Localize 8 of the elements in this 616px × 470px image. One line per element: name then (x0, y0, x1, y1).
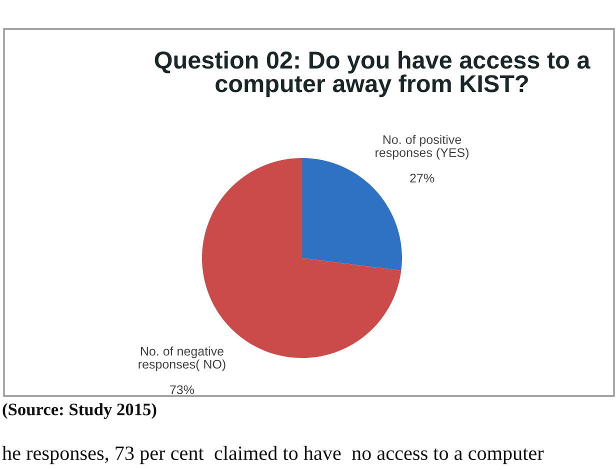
data-label: 73% (170, 385, 194, 394)
data-label: 27% (410, 174, 434, 182)
text: he responses, 73 per cent claimed to have no access to a computer (2, 446, 544, 464)
slice-label: No. of negative responses( NO) (138, 346, 226, 372)
pie-slice (302, 158, 402, 271)
chart-title: Question 02: Do you have access to a computer away from KIST? (154, 50, 590, 98)
text: (Source: Study 2015) (2, 403, 156, 419)
slice-label: No. of positive responses (YES) (376, 134, 468, 160)
